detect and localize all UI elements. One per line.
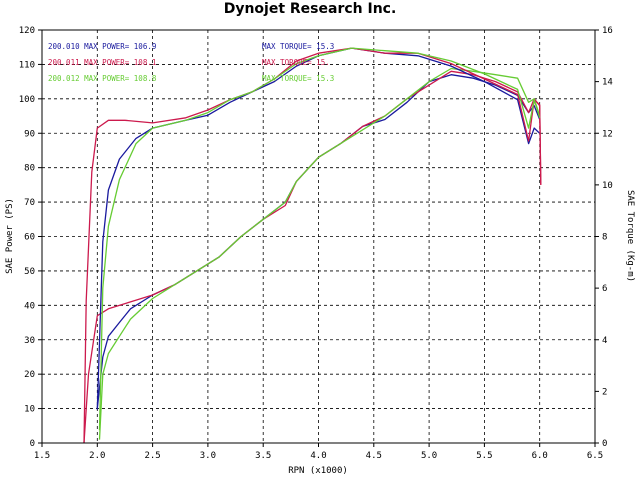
y-left-tick-label: 70 [24,198,35,208]
y-left-tick-label: 30 [24,336,35,346]
y-right-tick-label: 0 [602,439,607,449]
x-tick-label: 1.5 [34,451,50,461]
x-tick-label: 5.5 [476,451,492,461]
x-tick-label: 4.5 [366,451,382,461]
y-axis-label-right: SAE Torque (Kg-m) [625,190,635,282]
x-tick-label: 3.0 [200,451,216,461]
legend-power-entry: 200.011 MAX POWER= 108.1 [48,58,156,67]
series-line-torque [96,47,541,410]
legend-torque-entry: MAX TORQUE= 15. [262,58,330,67]
x-tick-label: 2.0 [89,451,105,461]
y-left-tick-label: 90 [24,129,35,139]
y-right-tick-label: 2 [602,387,607,397]
legend-torque-entry: MAX TORQUE= 15.3 [262,74,334,83]
y-left-tick-label: 110 [19,60,35,70]
legend-torque-entry: MAX TORQUE= 15.3 [262,42,334,51]
legend: 200.010 MAX POWER= 106.9 200.011 MAX POWE… [48,42,334,83]
x-tick-label: 6.0 [532,451,548,461]
y-right-tick-label: 12 [602,129,613,139]
legend-power-entry: 200.010 MAX POWER= 106.9 [48,42,156,51]
x-tick-label: 5.0 [421,451,437,461]
x-tick-label: 4.0 [310,451,326,461]
y-left-tick-label: 80 [24,164,35,174]
y-left-tick-label: 100 [19,95,35,105]
series-layer [83,47,542,444]
series-line-power [98,67,541,440]
y-left-tick-label: 0 [30,439,35,449]
legend-power-entry: 200.012 MAX POWER= 108.8 [48,74,157,83]
x-tick-label: 3.5 [255,451,271,461]
y-right-tick-label: 4 [602,336,607,346]
y-right-tick-label: 16 [602,26,613,36]
y-left-tick-label: 20 [24,370,35,380]
y-right-tick-label: 8 [602,233,607,243]
y-left-tick-label: 40 [24,301,35,311]
x-tick-label: 6.5 [587,451,603,461]
chart-title: Dynojet Research Inc. [224,1,397,17]
y-left-tick-label: 50 [24,267,35,277]
y-axis-label-left: SAE Power (PS) [5,198,15,274]
tick-labels: 1.5 2.0 2.5 3.0 3.5 4.0 4.5 5.0 5.5 6.0 6.50102030… [19,26,613,461]
y-left-tick-label: 120 [19,26,35,36]
y-left-tick-label: 60 [24,233,35,243]
y-left-tick-label: 10 [24,405,35,415]
series-line-torque [83,47,542,444]
y-right-tick-label: 14 [602,78,613,88]
x-tick-label: 2.5 [144,451,160,461]
y-right-tick-label: 10 [602,181,613,191]
x-axis-label: RPN (x1000) [288,466,348,476]
grid [42,30,595,443]
series-line-torque [98,47,541,431]
y-right-tick-label: 6 [602,284,607,294]
